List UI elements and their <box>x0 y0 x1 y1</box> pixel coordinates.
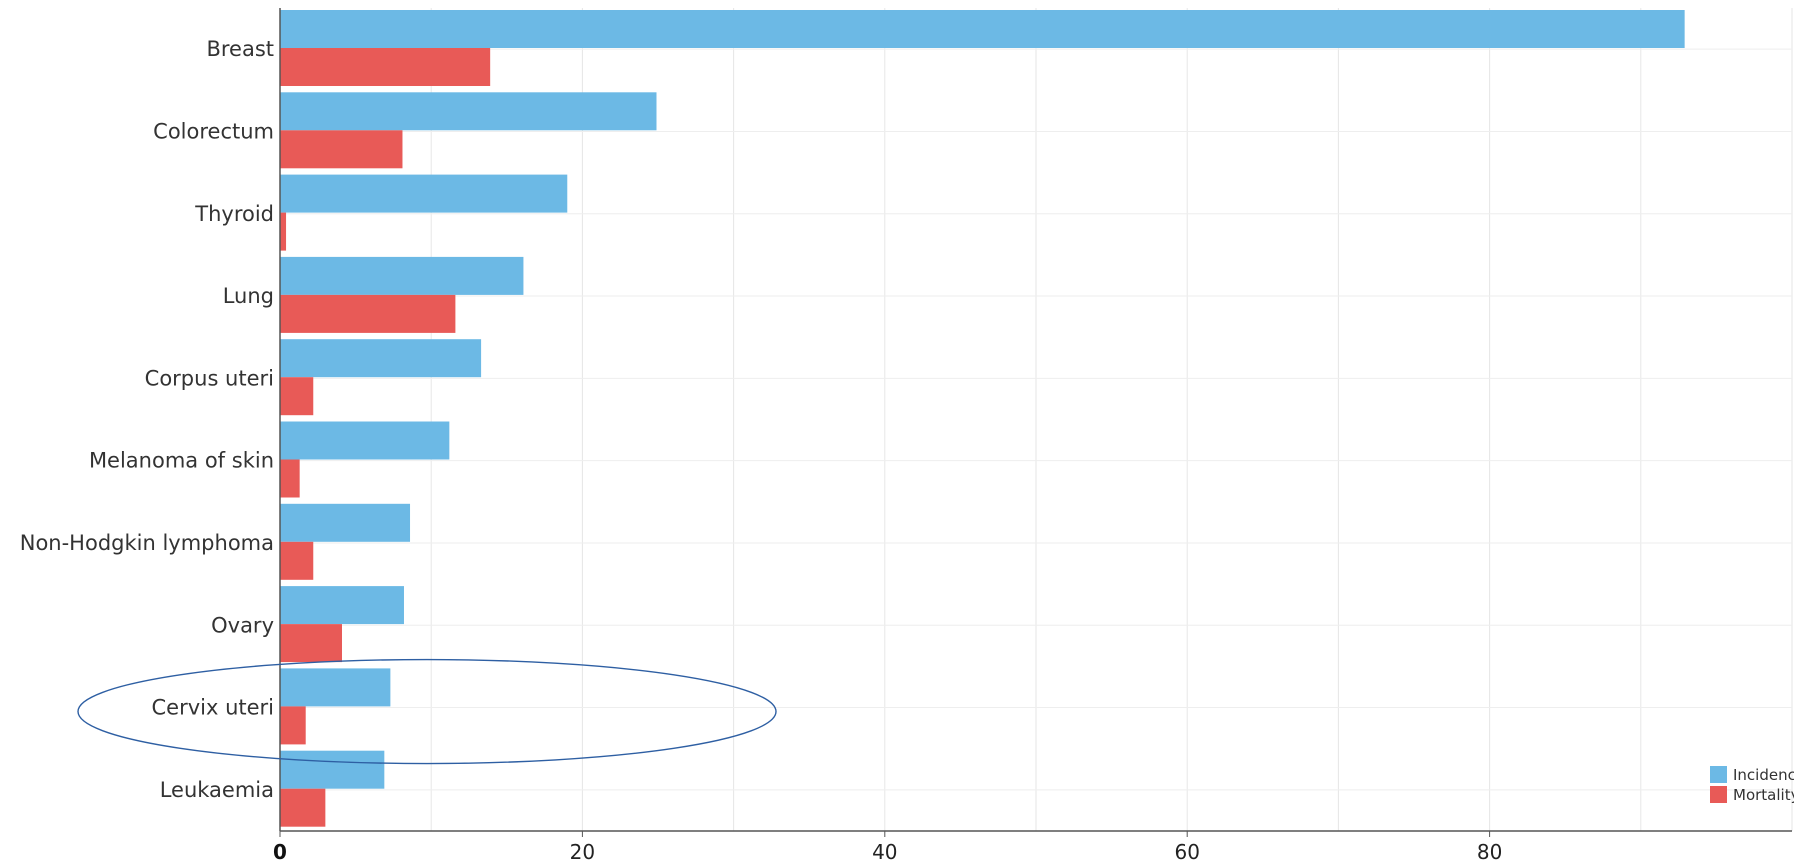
bar-incidence-leukaemia <box>280 750 385 789</box>
bar-mortality-leukaemia <box>280 788 326 827</box>
legend-label-incidence: Incidence <box>1733 766 1794 784</box>
bar-mortality-thyroid <box>280 212 287 251</box>
bar-mortality-breast <box>280 48 491 86</box>
labels: Breast Colorectum Thyroid Lung Corpus uteri M… <box>20 37 1503 864</box>
legend-swatch-incidence <box>1710 766 1727 783</box>
grid-lines <box>280 8 1793 831</box>
annotation <box>77 658 777 765</box>
x-tick-label: 80 <box>1477 840 1502 861</box>
bar-incidence-breast <box>280 10 1685 48</box>
category-label: Ovary <box>211 613 274 637</box>
category-label: Leukaemia <box>160 778 274 802</box>
bar-mortality-cervix-uteri <box>280 706 306 745</box>
bar-mortality-lung <box>280 294 456 333</box>
bar-mortality-non-hodgkin-lymphoma <box>280 541 314 580</box>
bars <box>280 10 1685 827</box>
bar-incidence-corpus-uteri <box>280 339 482 378</box>
legend: Incidence Mortality <box>1710 766 1794 804</box>
category-label: Cervix uteri <box>151 696 274 720</box>
legend-label-mortality: Mortality <box>1733 786 1794 804</box>
bar-mortality-colorectum <box>280 130 403 169</box>
category-label: Lung <box>223 284 274 308</box>
category-label: Thyroid <box>194 202 274 226</box>
annotation-ellipse <box>77 658 777 765</box>
bar-incidence-non-hodgkin-lymphoma <box>280 503 411 542</box>
x-tick-label: 60 <box>1174 840 1199 861</box>
category-label: Non-Hodgkin lymphoma <box>20 531 274 555</box>
category-label: Corpus uteri <box>145 366 274 390</box>
category-label: Breast <box>206 37 274 61</box>
category-label: Colorectum <box>153 119 274 143</box>
x-tick-label: 20 <box>570 840 595 861</box>
legend-swatch-mortality <box>1710 786 1727 803</box>
bar-incidence-colorectum <box>280 92 657 131</box>
axes <box>279 8 1792 837</box>
bar-mortality-corpus-uteri <box>280 377 314 416</box>
bar-incidence-cervix-uteri <box>280 668 391 707</box>
x-tick-label: 0 <box>273 840 287 861</box>
bar-incidence-thyroid <box>280 174 568 213</box>
bar-mortality-ovary <box>280 624 342 663</box>
category-label: Melanoma of skin <box>89 449 274 473</box>
x-tick-label: 40 <box>872 840 897 861</box>
bar-incidence-melanoma-of-skin <box>280 421 450 460</box>
bar-incidence-lung <box>280 256 524 295</box>
bar-mortality-melanoma-of-skin <box>280 459 300 498</box>
bar-incidence-ovary <box>280 586 404 625</box>
